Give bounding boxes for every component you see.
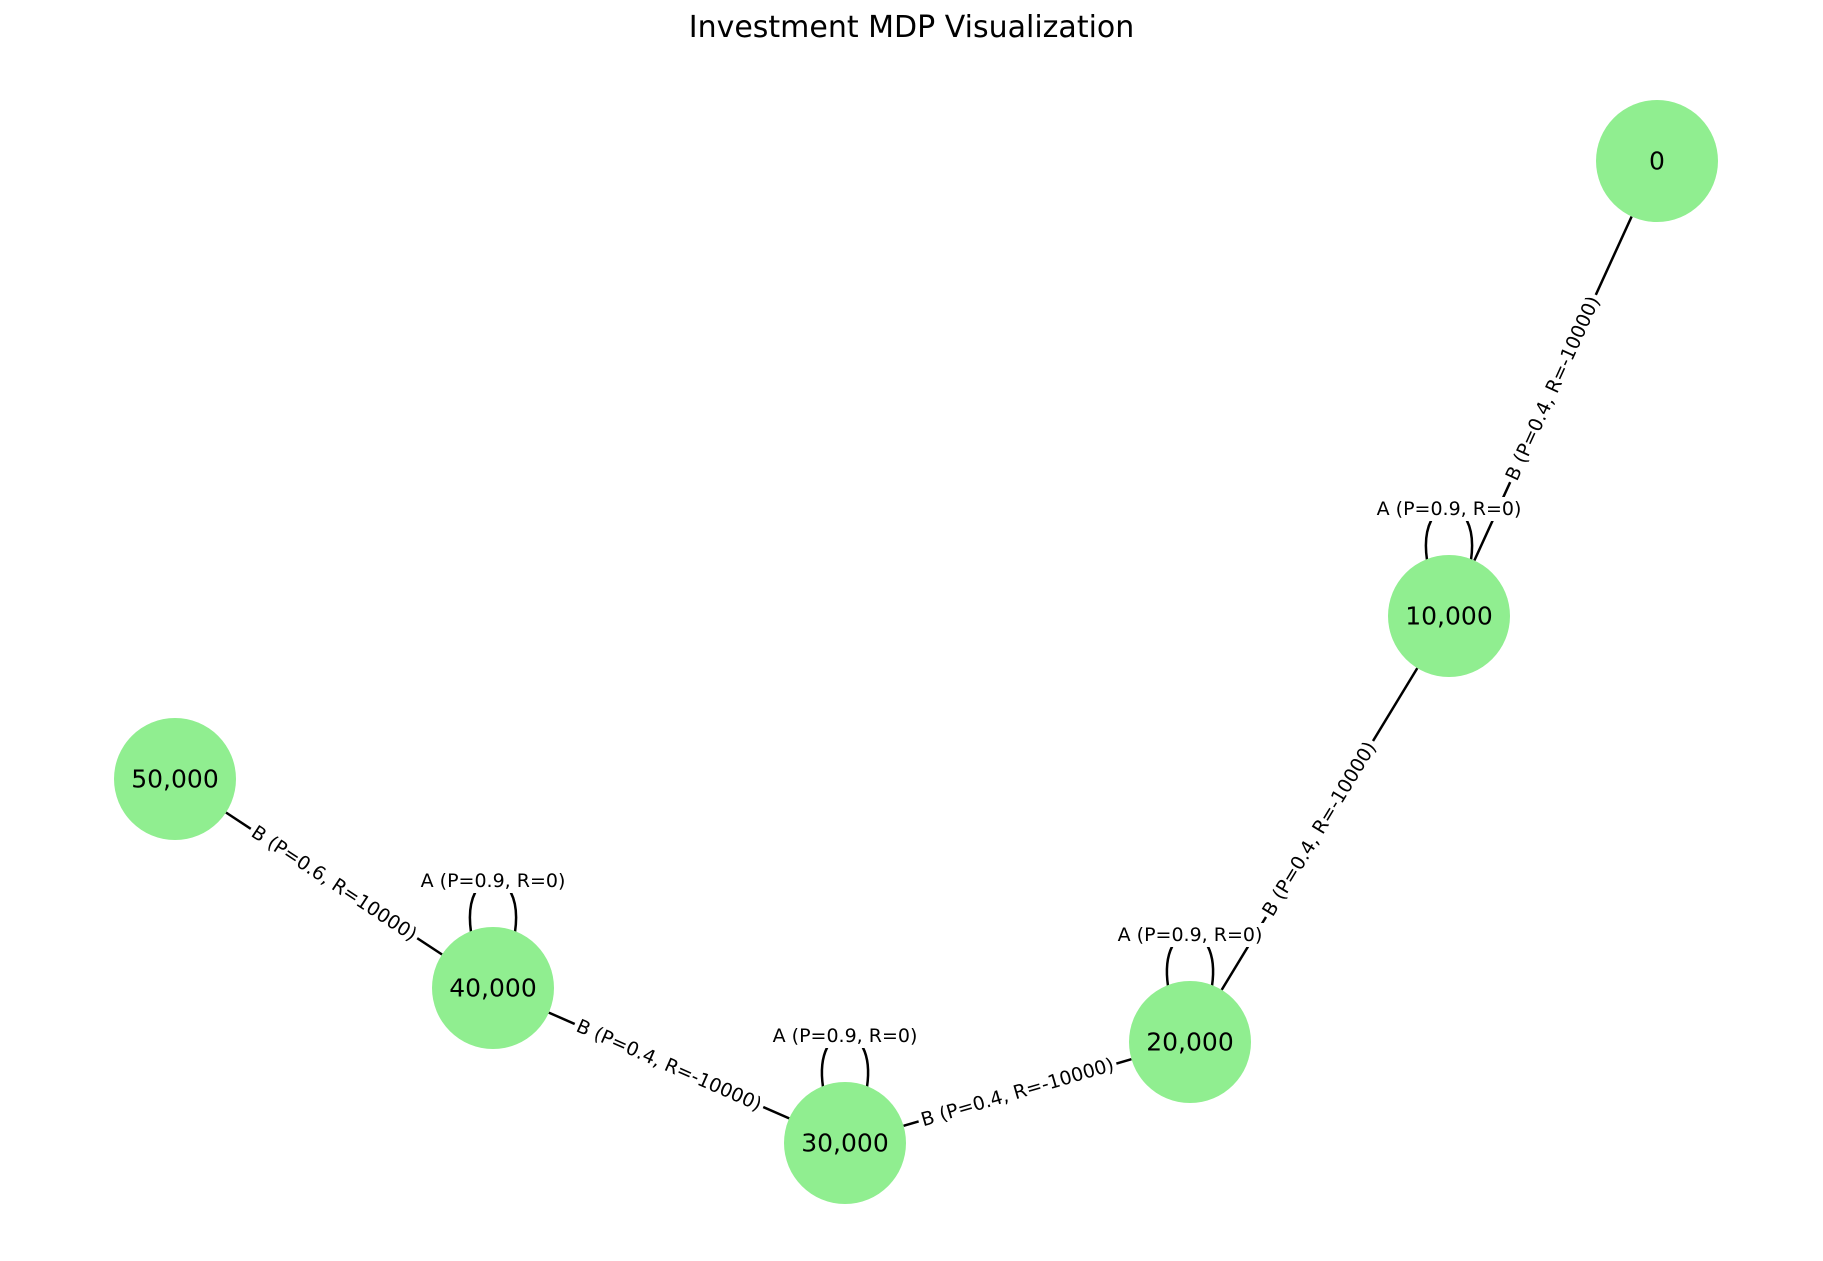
edge-label-n0-n10000: B (P=0.4, R=-10000): [1499, 289, 1607, 488]
edge-label-n30000-self: A (P=0.9, R=0): [769, 1024, 921, 1048]
edge-label-n40000-self-background: [417, 869, 569, 893]
edge-label-n30000-self-text: A (P=0.9, R=0): [773, 1025, 918, 1047]
edge-label-n40000-n50000-text: B (P=0.6, R=10000): [247, 821, 420, 945]
state-node-circle: [1596, 100, 1718, 222]
edge-label-n10000-self-text: A (P=0.9, R=0): [1377, 498, 1522, 520]
edge-label-n0-n10000-text: B (P=0.4, R=-10000): [1501, 293, 1604, 484]
edge-label-n30000-self-background: [769, 1024, 921, 1048]
state-node-n30000: 30,000: [784, 1082, 906, 1204]
edge-label-n30000-n40000: B (P=0.4, R=-10000): [569, 1013, 769, 1118]
state-node-circle: [784, 1082, 906, 1204]
edge-label-n40000-n50000: B (P=0.6, R=10000): [244, 818, 424, 949]
state-node-label: 10,000: [1405, 602, 1492, 631]
state-node-n50000: 50,000: [114, 718, 236, 840]
diagram-title: Investment MDP Visualization: [688, 10, 1135, 45]
state-node-label: 50,000: [131, 765, 218, 794]
state-node-circle: [1129, 981, 1251, 1103]
edge-label-n30000-n40000-text: B (P=0.4, R=-10000): [573, 1015, 765, 1116]
edge-label-n0-n10000-background: [1499, 289, 1607, 488]
edge-label-n40000-self-text: A (P=0.9, R=0): [421, 870, 566, 892]
nodes-layer: 0 10,000 20,000 30,000 40,000 50,000: [114, 100, 1718, 1204]
edge-label-n20000-self: A (P=0.9, R=0): [1114, 923, 1266, 947]
edge-label-n10000-n20000-background: [1255, 734, 1384, 924]
state-node-n40000: 40,000: [432, 927, 554, 1049]
state-node-label: 40,000: [449, 974, 536, 1003]
state-node-circle: [114, 718, 236, 840]
edge-label-n20000-self-background: [1114, 923, 1266, 947]
edge-label-n40000-self: A (P=0.9, R=0): [417, 869, 569, 893]
edge-label-n20000-n30000: B (P=0.4, R=-10000): [915, 1052, 1120, 1133]
edge-label-n20000-n30000-background: [915, 1052, 1120, 1133]
state-node-n20000: 20,000: [1129, 981, 1251, 1103]
edge-label-n10000-self: A (P=0.9, R=0): [1373, 497, 1525, 521]
edge-label-n10000-self-background: [1373, 497, 1525, 521]
edge-label-n20000-self-text: A (P=0.9, R=0): [1118, 924, 1263, 946]
state-node-label: 0: [1649, 147, 1665, 176]
state-node-circle: [432, 927, 554, 1049]
edge-label-n30000-n40000-background: [569, 1013, 769, 1118]
state-node-n0: 0: [1596, 100, 1718, 222]
state-node-label: 30,000: [801, 1129, 888, 1158]
state-node-n10000: 10,000: [1388, 555, 1510, 677]
state-node-label: 20,000: [1146, 1028, 1233, 1057]
edge-label-n10000-n20000-text: B (P=0.4, R=-10000): [1258, 738, 1381, 920]
edge-label-n20000-n30000-text: B (P=0.4, R=-10000): [918, 1054, 1116, 1131]
edge-label-n10000-n20000: B (P=0.4, R=-10000): [1255, 734, 1384, 924]
edge-label-n40000-n50000-background: [244, 818, 424, 949]
state-node-circle: [1388, 555, 1510, 677]
